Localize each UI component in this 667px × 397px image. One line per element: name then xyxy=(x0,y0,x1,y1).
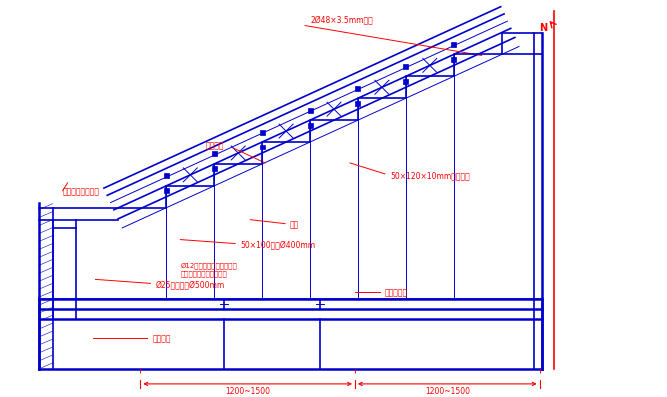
Text: 樬栉: 樬栉 xyxy=(290,221,299,229)
Bar xyxy=(259,129,265,135)
Bar xyxy=(404,64,408,69)
Text: 鑉管立杵: 鑉管立杵 xyxy=(152,334,171,343)
Bar xyxy=(356,101,360,106)
Bar xyxy=(164,188,169,193)
Text: 1200~1500: 1200~1500 xyxy=(225,387,270,396)
Bar xyxy=(452,57,456,62)
Text: Ø25圆钉锁头Ø500mm: Ø25圆钉锁头Ø500mm xyxy=(155,280,225,289)
Text: 50×120×10mm钉板夹片: 50×120×10mm钉板夹片 xyxy=(390,171,470,180)
Text: 2Ø48×3.5mm钉管: 2Ø48×3.5mm钉管 xyxy=(310,15,373,25)
Text: 1200~1500: 1200~1500 xyxy=(425,387,470,396)
Text: Ø12对拉树桩，间隔一步，: Ø12对拉树桩，间隔一步， xyxy=(180,262,237,269)
Bar xyxy=(211,166,217,172)
Text: N: N xyxy=(540,23,548,33)
Bar xyxy=(356,86,360,91)
Text: 50×100木方Ø400mm: 50×100木方Ø400mm xyxy=(240,241,315,250)
Text: 阐模面（或平台）: 阐模面（或平台） xyxy=(63,188,99,197)
Bar xyxy=(404,79,408,84)
Bar xyxy=(259,145,265,150)
Bar xyxy=(307,108,313,113)
Bar xyxy=(307,123,313,127)
Bar xyxy=(452,42,456,47)
Bar xyxy=(211,152,217,156)
Text: 钉管水平杵: 钉管水平杵 xyxy=(385,288,408,297)
Bar xyxy=(164,173,169,178)
Text: 七层模板: 七层模板 xyxy=(205,141,223,150)
Text: 纺向设一道，横向设两道: 纺向设一道，横向设两道 xyxy=(180,270,227,277)
